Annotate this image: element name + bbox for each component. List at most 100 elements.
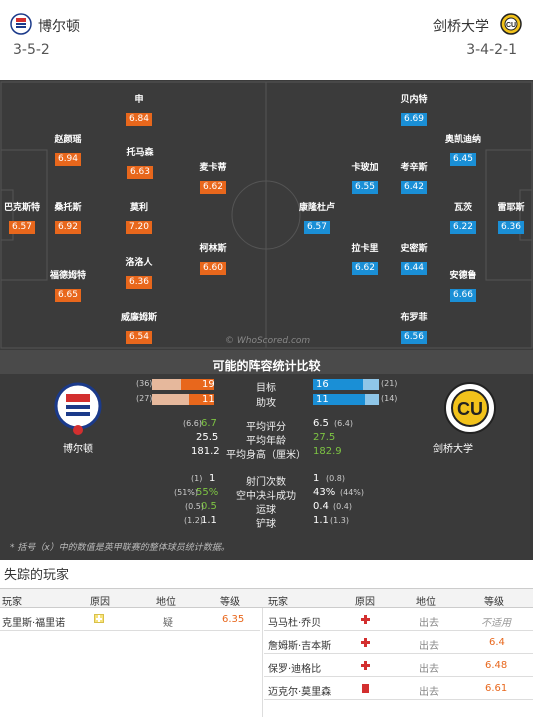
- age-away-value: 27.5: [313, 432, 336, 443]
- player-name: 巴克斯特: [3, 203, 40, 213]
- missing-reason: [361, 661, 370, 673]
- home-player[interactable]: 赵颜瑶 6.94: [38, 134, 98, 166]
- player-name: 桑托斯: [54, 203, 82, 213]
- away-player[interactable]: 贝内特 6.69: [384, 94, 444, 126]
- watermark: © WhoScored.com: [225, 336, 311, 346]
- player-name: 考辛斯: [400, 163, 428, 173]
- player-name: 威廉姆斯: [120, 313, 157, 323]
- away-player[interactable]: 卡玻加 6.55: [335, 162, 395, 194]
- home-player[interactable]: 福德姆特 6.65: [38, 270, 98, 302]
- away-player[interactable]: 奥凯迪纳 6.45: [433, 134, 493, 166]
- away-col-player: 玩家: [268, 597, 288, 608]
- tackles-home-value: 1.1: [201, 515, 217, 526]
- rating-home-league: (6.6): [183, 419, 202, 428]
- shots-away-value: 1: [313, 473, 320, 484]
- pitch-lines: [0, 81, 533, 349]
- player-rating: 6.36: [497, 221, 525, 234]
- missing-reason: [361, 638, 370, 650]
- missing-player-name[interactable]: 马马杜·乔贝: [268, 618, 322, 629]
- missing-player-name[interactable]: 保罗·迪格比: [268, 664, 322, 675]
- missing-status: 出去: [419, 664, 439, 675]
- pitch: 申 6.84 赵颜瑶 6.94 托马森 6.63 麦卡蒂 6.62 巴克斯特 6…: [0, 80, 533, 350]
- aerial-home-value: 55%: [196, 487, 219, 498]
- missing-separator: [262, 608, 263, 717]
- player-rating: 6.57: [8, 221, 36, 234]
- bolton-crest-icon: [54, 382, 102, 435]
- stats-title-bar: [0, 350, 533, 374]
- home-player[interactable]: 巴克斯特 6.57: [0, 202, 52, 234]
- missing-player-name[interactable]: 迈克尔·莫里森: [268, 687, 332, 698]
- away-col-rating: 等级: [484, 597, 504, 608]
- away-team-name[interactable]: 剑桥大学: [433, 19, 489, 35]
- row-divider: [264, 630, 533, 631]
- rating-away-value: 6.5: [313, 418, 329, 429]
- away-player[interactable]: 拉卡里 6.62: [335, 243, 395, 275]
- row-divider: [264, 699, 533, 700]
- tackles-away-league: (1.3): [330, 516, 349, 525]
- bolton-crest-icon: [10, 13, 32, 35]
- away-player[interactable]: 布罗菲 6.56: [384, 312, 444, 344]
- goals-home-bar: [181, 379, 214, 390]
- dribbles-home-league: (0.5): [185, 502, 204, 511]
- svg-text:CU: CU: [457, 399, 483, 419]
- home-player[interactable]: 申 6.84: [109, 94, 169, 126]
- player-name: 麦卡蒂: [199, 163, 227, 173]
- player-name: 申: [134, 95, 144, 105]
- home-player[interactable]: 柯林斯 6.60: [183, 243, 243, 275]
- missing-player-name[interactable]: 詹姆斯·吉本斯: [268, 641, 332, 652]
- player-name: 布罗菲: [400, 313, 428, 323]
- missing-players-header: 玩家 原因 地位 等级 玩家 原因 地位 等级: [0, 588, 533, 608]
- player-name: 福德姆特: [49, 271, 86, 281]
- missing-rating: 6.35: [222, 614, 245, 625]
- shots-home-value: 1: [209, 473, 216, 484]
- home-team-name[interactable]: 博尔顿: [38, 19, 80, 35]
- away-formation: 3-4-2-1: [466, 42, 517, 58]
- player-rating: 6.36: [125, 276, 153, 289]
- player-rating: 6.54: [125, 331, 153, 344]
- home-player[interactable]: 威廉姆斯 6.54: [109, 312, 169, 344]
- shots-away-league: (0.8): [326, 474, 345, 483]
- player-rating: 6.55: [351, 181, 379, 194]
- dribbles-label: 运球: [256, 505, 276, 516]
- dribbles-away-league: (0.4): [333, 502, 352, 511]
- player-rating: 6.57: [303, 221, 331, 234]
- player-name: 安德鲁: [449, 271, 477, 281]
- player-name: 史密斯: [400, 244, 428, 254]
- away-player[interactable]: 安德鲁 6.66: [433, 270, 493, 302]
- assists-away-bar: [313, 394, 365, 405]
- goals-away-league: (21): [381, 379, 398, 388]
- home-col-status: 地位: [156, 597, 176, 608]
- player-rating: 6.42: [400, 181, 428, 194]
- tackles-label: 铲球: [256, 519, 276, 530]
- away-player[interactable]: 康隆杜卢 6.57: [287, 202, 347, 234]
- home-player[interactable]: 桑托斯 6.92: [38, 202, 98, 234]
- injury-icon: [361, 661, 370, 670]
- player-name: 莫利: [129, 203, 148, 213]
- height-label: 平均身高（厘米）: [226, 450, 306, 461]
- away-player[interactable]: 瓦茨 6.22: [433, 202, 493, 234]
- match-header: 博尔顿 3-5-2 剑桥大学 CU 3-4-2-1: [0, 0, 533, 80]
- away-player[interactable]: 考辛斯 6.42: [384, 162, 444, 194]
- player-rating: 6.45: [449, 153, 477, 166]
- missing-player-name[interactable]: 克里斯·福里诺: [2, 618, 66, 629]
- home-player[interactable]: 莫利 7.20: [109, 202, 169, 234]
- goals-label: 目标: [256, 383, 276, 394]
- home-player[interactable]: 托马森 6.63: [110, 147, 170, 179]
- cambridge-crest-icon: CU: [444, 382, 496, 434]
- player-rating: 6.92: [54, 221, 82, 234]
- shots-home-league: (1): [191, 474, 203, 483]
- home-player[interactable]: 麦卡蒂 6.62: [183, 162, 243, 194]
- goals-away-bar: [313, 379, 363, 390]
- stats-away-name: 剑桥大学: [433, 444, 473, 455]
- player-name: 瓦茨: [453, 203, 472, 213]
- row-divider: [0, 630, 260, 631]
- away-player[interactable]: 雷耶斯 6.36: [481, 202, 533, 234]
- player-rating: 6.62: [351, 262, 379, 275]
- player-rating: 6.84: [125, 113, 153, 126]
- home-player[interactable]: 洛洛人 6.36: [109, 257, 169, 289]
- player-rating: 6.65: [54, 289, 82, 302]
- player-rating: 7.20: [125, 221, 153, 234]
- away-player[interactable]: 史密斯 6.44: [384, 243, 444, 275]
- player-rating: 6.22: [449, 221, 477, 234]
- goals-away-value: 16: [316, 379, 329, 390]
